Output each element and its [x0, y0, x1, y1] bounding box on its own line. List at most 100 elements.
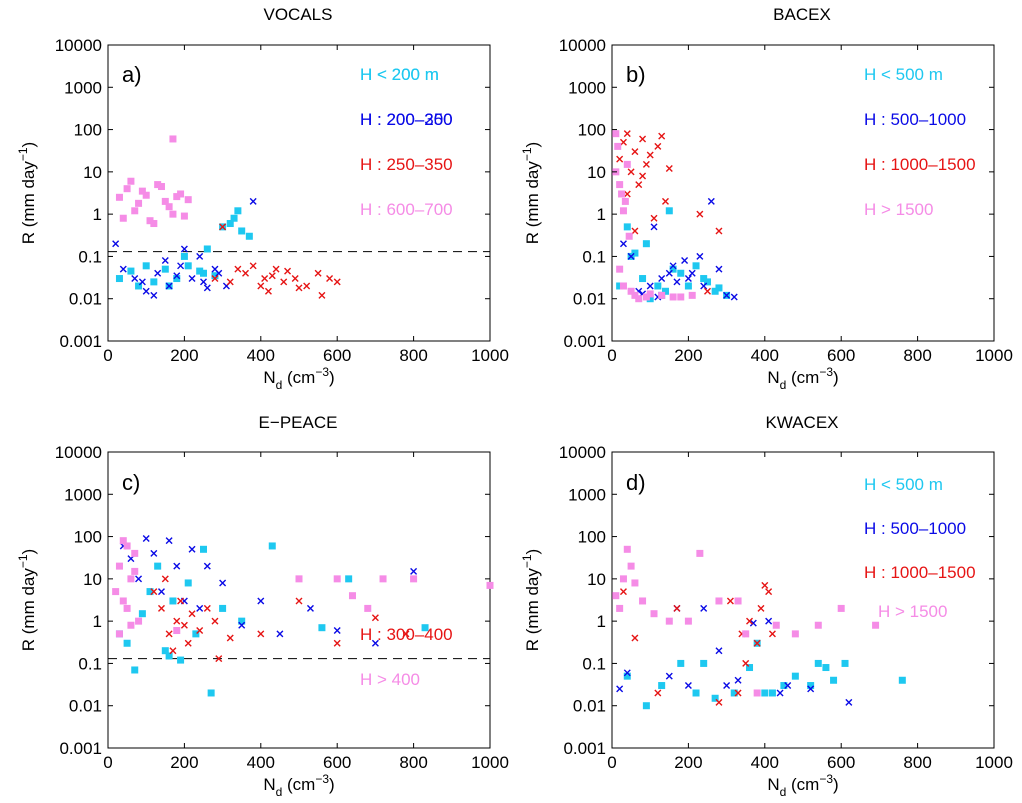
- data-point: [726, 597, 734, 605]
- panel-title: E−PEACE: [259, 413, 338, 432]
- data-point: [486, 581, 494, 589]
- legend-entry: H : 1000–1500: [864, 563, 976, 582]
- panel-label: d): [626, 470, 646, 495]
- data-point: [135, 617, 143, 625]
- data-point: [669, 265, 677, 273]
- data-point: [238, 617, 246, 625]
- y-tick-label: 0.1: [582, 247, 606, 266]
- data-point: [138, 610, 146, 618]
- x-axis-label-sub: d: [276, 785, 283, 799]
- y-tick-label: 10000: [55, 443, 102, 462]
- data-point: [658, 291, 666, 299]
- data-point: [203, 604, 211, 612]
- y-tick-label: 1000: [568, 485, 606, 504]
- data-point: [150, 278, 158, 286]
- x-axis-label-exp: −3: [315, 365, 329, 379]
- data-point: [257, 597, 265, 605]
- data-point: [742, 659, 750, 667]
- series-cyan: [115, 207, 253, 290]
- data-point: [631, 634, 639, 642]
- data-point: [371, 614, 379, 622]
- data-point: [165, 630, 173, 638]
- data-point: [684, 617, 692, 625]
- data-point: [203, 284, 211, 292]
- data-point: [650, 223, 658, 231]
- data-point: [112, 240, 120, 248]
- data-point: [650, 214, 658, 222]
- x-tick-label: 800: [903, 753, 931, 772]
- data-point: [669, 293, 677, 301]
- legend-entry: H : 500–1000: [864, 519, 966, 538]
- data-point: [619, 240, 627, 248]
- data-point: [219, 579, 227, 587]
- data-point: [177, 597, 185, 605]
- data-point: [837, 604, 845, 612]
- data-point: [618, 190, 626, 198]
- x-tick-label: 1000: [471, 753, 509, 772]
- data-point: [173, 617, 181, 625]
- data-point: [784, 682, 792, 690]
- data-point: [696, 252, 704, 260]
- data-point: [841, 659, 849, 667]
- y-tick-label: 0.1: [582, 654, 606, 673]
- y-tick-label: 1000: [568, 78, 606, 97]
- data-point: [115, 193, 123, 201]
- panel-vocals: VOCALS a) H < 200 m H : 200–250 H : 250–35…: [16, 5, 509, 392]
- data-point: [161, 257, 169, 265]
- data-point: [623, 545, 631, 553]
- data-point: [211, 617, 219, 625]
- data-point: [173, 562, 181, 570]
- data-point: [704, 278, 711, 286]
- y-tick-label: 100: [578, 528, 606, 547]
- data-point: [211, 275, 219, 283]
- data-point: [822, 664, 830, 672]
- y-tick-label: 10: [83, 570, 102, 589]
- data-point: [677, 269, 685, 277]
- data-point: [219, 223, 227, 231]
- panel-title: KWACEX: [765, 413, 838, 432]
- panel-label: a): [122, 62, 142, 87]
- data-point: [776, 689, 784, 697]
- data-point: [161, 265, 169, 273]
- x-tick-label: 200: [674, 753, 702, 772]
- x-tick-label: 200: [674, 346, 702, 365]
- axes-frame: [611, 44, 995, 342]
- legend-entry: H < 500 m: [864, 65, 943, 84]
- y-tick-label: 10: [83, 163, 102, 182]
- data-point: [203, 562, 211, 570]
- data-point: [684, 682, 692, 690]
- data-point: [623, 160, 631, 168]
- data-point: [127, 177, 135, 185]
- data-point: [658, 132, 666, 140]
- x-tick-label: 0: [607, 346, 616, 365]
- data-point: [173, 627, 181, 635]
- data-point: [684, 282, 692, 290]
- data-point: [333, 278, 341, 286]
- data-point: [207, 689, 215, 697]
- data-point: [830, 676, 838, 684]
- data-point: [631, 291, 639, 299]
- y-tick-label: 10000: [559, 36, 606, 55]
- y-tick-label: 0.1: [78, 247, 102, 266]
- data-point: [157, 183, 165, 191]
- data-point: [410, 567, 418, 575]
- x-tick-label: 0: [607, 753, 616, 772]
- panel-label: b): [626, 62, 646, 87]
- data-point: [646, 282, 654, 290]
- data-point: [184, 262, 192, 270]
- data-point: [646, 151, 654, 159]
- data-point: [333, 639, 341, 647]
- data-point: [306, 604, 314, 612]
- data-point: [791, 630, 799, 638]
- y-tick-label: 0.001: [563, 739, 606, 758]
- data-point: [127, 621, 135, 629]
- x-axis-label-main: N: [263, 368, 275, 387]
- data-point: [173, 193, 181, 201]
- data-point: [234, 265, 242, 273]
- data-point: [180, 621, 188, 629]
- x-axis-label-main: N: [263, 775, 275, 794]
- data-point: [165, 652, 173, 660]
- x-axis-label-exp: −3: [819, 772, 833, 786]
- legend-entry: H : 500–1000: [864, 110, 966, 129]
- data-point: [127, 575, 135, 583]
